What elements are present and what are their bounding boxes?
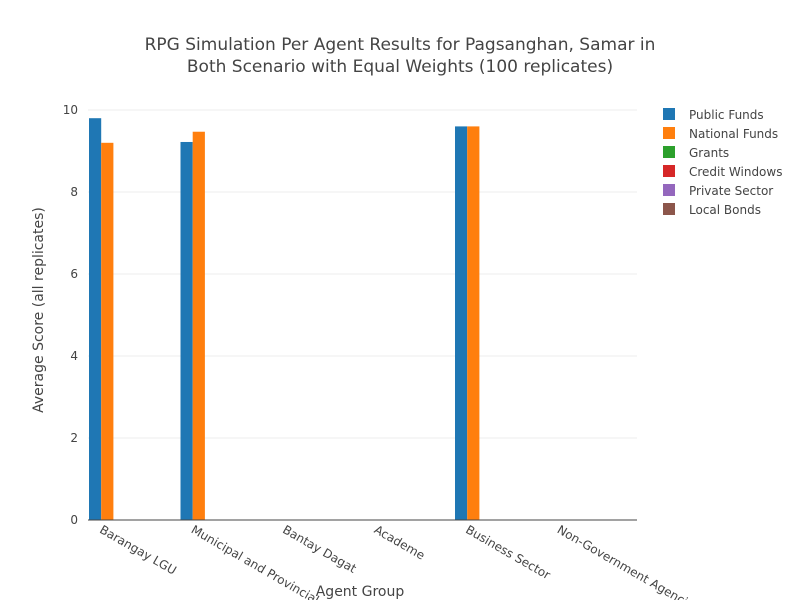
legend-swatch xyxy=(663,108,675,120)
legend-label: Local Bonds xyxy=(689,203,761,217)
bar xyxy=(101,142,114,521)
legend-swatch xyxy=(663,165,675,177)
legend-label: Credit Windows xyxy=(689,165,782,179)
legend-label: Public Funds xyxy=(689,108,764,122)
chart-title-line-2: Both Scenario with Equal Weights (100 re… xyxy=(187,57,613,77)
y-tick-label: 0 xyxy=(70,513,78,527)
x-tick-label: Business Sector xyxy=(463,522,553,582)
bar xyxy=(180,141,193,521)
legend-swatch xyxy=(663,127,675,139)
y-axis-title: Average Score (all replicates) xyxy=(31,207,47,413)
x-axis-title: Agent Group xyxy=(316,584,405,600)
bar xyxy=(455,126,468,521)
legend-swatch xyxy=(663,203,675,215)
chart-title-line-1: RPG Simulation Per Agent Results for Pag… xyxy=(145,35,656,55)
x-tick-label: Academe xyxy=(372,522,428,562)
y-tick-labels: 0 2 4 6 8 10 xyxy=(63,103,78,527)
legend-label: Grants xyxy=(689,146,729,160)
gridlines xyxy=(88,109,637,439)
x-tick-label: Non-Government Agencies xyxy=(555,522,702,600)
legend: Public Funds National Funds Grants Credit W… xyxy=(663,108,782,217)
legend-label: National Funds xyxy=(689,127,778,141)
legend-swatch xyxy=(663,146,675,158)
x-tick-label: Barangay LGU xyxy=(97,522,179,577)
legend-swatch xyxy=(663,184,675,196)
y-tick-label: 10 xyxy=(63,103,78,117)
bar xyxy=(192,131,205,521)
bar xyxy=(89,118,102,520)
y-tick-label: 8 xyxy=(70,185,78,199)
y-tick-label: 2 xyxy=(70,431,78,445)
bar xyxy=(467,126,480,521)
legend-label: Private Sector xyxy=(689,184,773,198)
bars xyxy=(89,118,480,521)
y-tick-label: 4 xyxy=(70,349,78,363)
y-tick-label: 6 xyxy=(70,267,78,281)
x-tick-label: Bantay Dagat xyxy=(280,522,359,575)
